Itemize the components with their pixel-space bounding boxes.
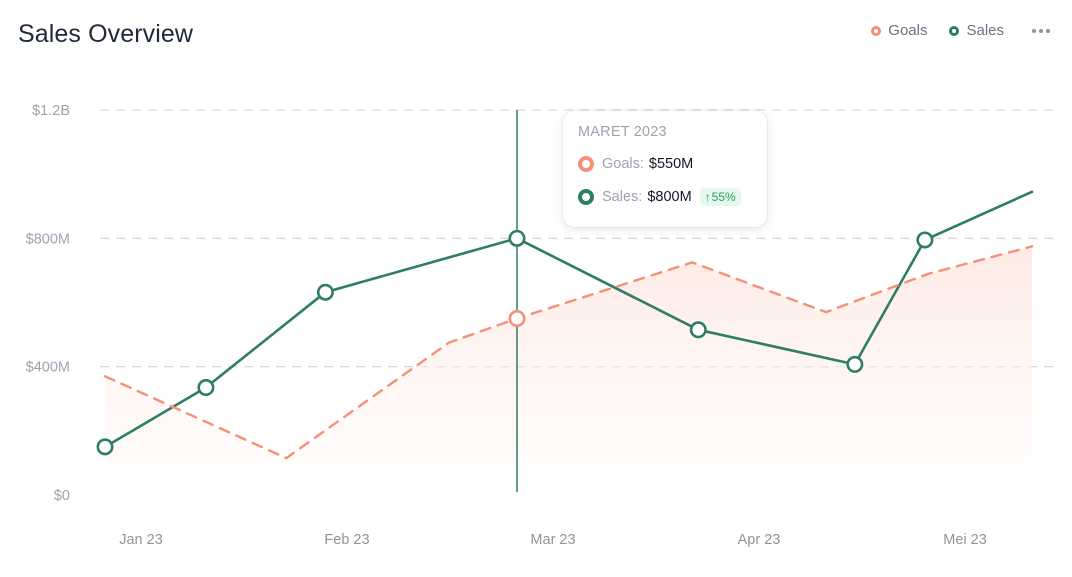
goals-marker-icon: [578, 156, 594, 172]
tooltip-row-sales: Sales: $800M ↑ 55%: [578, 188, 752, 206]
y-tick-label: $0: [54, 488, 70, 504]
chart-title: Sales Overview: [18, 20, 194, 48]
goals-series-line: [103, 245, 1034, 460]
sales-legend-marker: [949, 25, 960, 36]
x-tick-label: Mar 23: [530, 532, 575, 548]
sales-point: [916, 231, 934, 249]
tooltip-sales-label: Sales:: [602, 189, 643, 205]
tooltip-title: MARET 2023: [578, 124, 667, 140]
sales-point: [316, 283, 334, 301]
goals-area: [105, 246, 1032, 462]
more-horizontal-icon[interactable]: [1030, 25, 1052, 37]
chart-legend: Goals Sales: [871, 22, 1052, 39]
y-tick-label: $400M: [26, 360, 70, 376]
sales-marker-icon: [578, 189, 594, 205]
growth-badge-value: 55%: [711, 190, 736, 204]
legend-label-sales: Sales: [966, 22, 1004, 39]
sales-point: [508, 229, 526, 247]
sales-series-line: [103, 190, 1034, 449]
more-dot: [1046, 28, 1050, 33]
data-tooltip: MARET 2023 Goals: $550M Sales: $800M ↑ 5…: [563, 111, 767, 227]
tooltip-goals-label: Goals:: [602, 156, 644, 172]
legend-label-goals: Goals: [888, 22, 928, 39]
tooltip-row-goals: Goals: $550M: [578, 156, 752, 172]
sales-point: [96, 438, 114, 456]
sales-point: [689, 321, 707, 339]
more-dot: [1032, 28, 1036, 33]
goals-legend-marker: [871, 25, 882, 36]
x-tick-label: Mei 23: [943, 532, 987, 548]
legend-item-goals[interactable]: Goals: [871, 22, 927, 39]
growth-badge: ↑ 55%: [699, 188, 741, 206]
sales-point: [846, 355, 864, 373]
y-tick-label: $1.2B: [32, 103, 70, 119]
tooltip-sales-value: $800M: [647, 189, 692, 205]
more-dot: [1039, 28, 1043, 33]
goals-point: [508, 310, 526, 328]
y-tick-label: $800M: [26, 231, 70, 247]
arrow-up-icon: ↑: [704, 190, 711, 204]
sales-point: [197, 379, 215, 397]
x-tick-label: Jan 23: [119, 532, 163, 548]
tooltip-goals-value: $550M: [648, 156, 694, 172]
x-tick-label: Apr 23: [738, 532, 781, 548]
x-tick-label: Feb 23: [324, 532, 369, 548]
legend-item-sales[interactable]: Sales: [949, 22, 1004, 39]
